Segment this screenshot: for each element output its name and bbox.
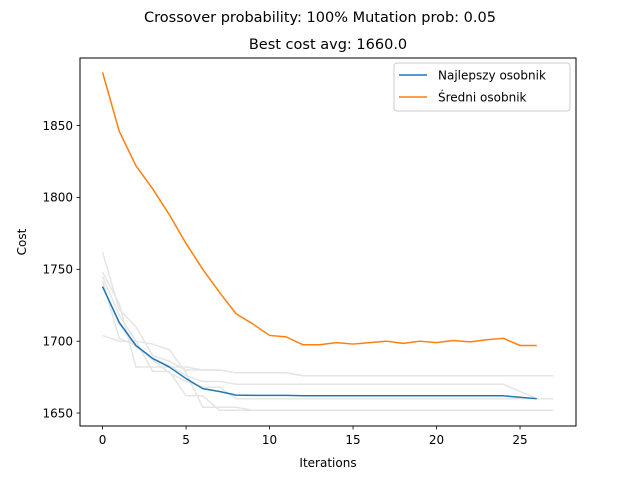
x-axis-label: Iterations bbox=[299, 456, 356, 470]
plot-area-frame bbox=[79, 57, 577, 427]
x-tick-label: 15 bbox=[345, 433, 360, 447]
y-axis-ticks: 1650 1700 1750 1800 1850 bbox=[42, 119, 80, 420]
background-run-1 bbox=[101, 271, 554, 377]
background-run-5 bbox=[101, 286, 554, 400]
x-tick-label: 25 bbox=[512, 433, 527, 447]
y-axis-label: Cost bbox=[15, 228, 29, 255]
background-run-3 bbox=[102, 334, 554, 411]
chart-legend: Najlepszy osobnik Średni osobnik bbox=[393, 62, 571, 112]
legend-label-najlepszy: Najlepszy osobnik bbox=[438, 69, 546, 83]
legend-box bbox=[393, 62, 571, 112]
background-run-4 bbox=[101, 280, 554, 400]
background-runs bbox=[101, 251, 554, 411]
y-tick-label: 1650 bbox=[42, 406, 73, 420]
x-axis-ticks: 0 5 10 15 20 25 bbox=[99, 426, 528, 447]
series-line-1 bbox=[101, 72, 537, 347]
series-line-0 bbox=[101, 286, 537, 400]
x-tick-label: 20 bbox=[429, 433, 444, 447]
x-tick-label: 10 bbox=[262, 433, 277, 447]
chart-suptitle: Crossover probability: 100% Mutation pro… bbox=[144, 10, 496, 26]
x-tick-label: 5 bbox=[182, 433, 190, 447]
y-tick-label: 1750 bbox=[42, 263, 73, 277]
y-tick-label: 1700 bbox=[42, 334, 73, 348]
y-tick-label: 1800 bbox=[42, 191, 73, 205]
y-tick-label: 1850 bbox=[42, 119, 73, 133]
chart-title: Best cost avg: 1660.0 bbox=[249, 37, 407, 53]
series-lines bbox=[101, 72, 537, 400]
x-tick-label: 0 bbox=[99, 433, 107, 447]
legend-label-sredni: Średni osobnik bbox=[438, 90, 527, 105]
